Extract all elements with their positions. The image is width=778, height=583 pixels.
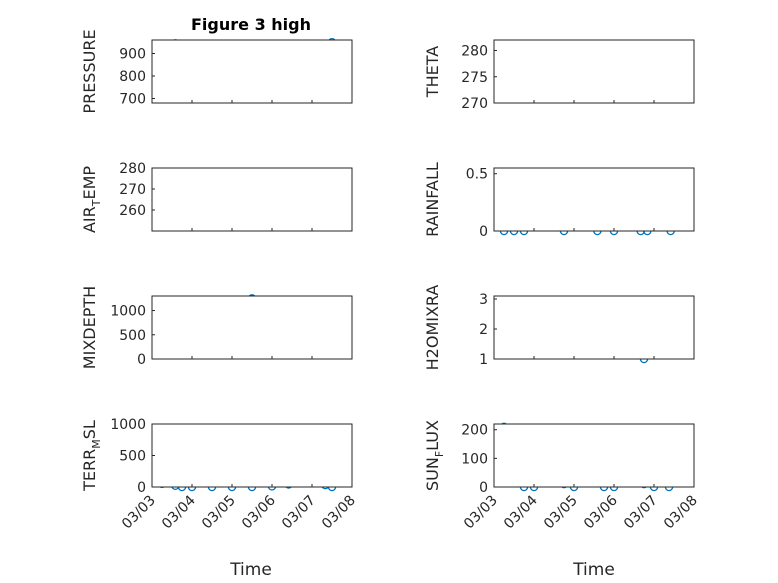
y-axis-label-rest: LUX [423, 420, 442, 451]
x-tick-label: 03/08 [661, 493, 701, 533]
panel-mixdepth: 0 500 1000 MIXDEPTH [80, 286, 353, 369]
y-tick-label: 700 [119, 92, 146, 108]
y-tick-label: 1 [479, 352, 488, 368]
y-tick-label: 0 [479, 224, 488, 240]
y-tick-label: 2 [479, 322, 488, 338]
panel-h2omixra: 1 2 3 H2OMIXRA [423, 285, 695, 371]
y-axis-label-rest: SL [80, 420, 99, 439]
y-axis-label-subscript: M [90, 439, 103, 449]
x-axis-label-right: Time [572, 560, 615, 580]
x-tick-label: 03/05 [541, 493, 581, 533]
y-axis-label-mixdepth: MIXDEPTH [80, 286, 99, 369]
axes-frame-rainfall [493, 167, 695, 232]
y-axis-label-subscript: F [433, 451, 446, 457]
panel-theta: 270 275 280 THETA [423, 39, 695, 112]
y-axis-label-main: SUN [423, 457, 442, 491]
x-tick-label: 03/04 [501, 492, 541, 532]
x-tick-label: 03/03 [461, 493, 501, 533]
axes-frame-h2omixra [493, 295, 695, 360]
panel-air_temp: 260 270 280 AIRTEMP [80, 161, 353, 233]
y-tick-label: 260 [119, 203, 146, 219]
y-axis-label-subscript: T [90, 199, 103, 207]
y-tick-label: 0.5 [466, 167, 488, 183]
axes-frame-terr_msl [151, 423, 353, 488]
axes-frame-theta [493, 39, 695, 104]
y-axis-label-rainfall: RAINFALL [423, 162, 442, 237]
y-axis-label-pressure: PRESSURE [80, 29, 99, 113]
y-tick-label: 3 [479, 292, 488, 308]
x-axis-label-left: Time [229, 560, 272, 580]
axes-frame-pressure [151, 39, 353, 104]
y-tick-label: 800 [119, 69, 146, 85]
y-axis-label-main: TERR [80, 449, 99, 492]
panel-rainfall: 0 0.5 RAINFALL [423, 162, 695, 240]
y-tick-label: 270 [461, 96, 488, 112]
panel-sun_flux: 0 100 200 03/03 03/04 03/05 03/06 03/07 03/08 SUN… [423, 420, 701, 532]
axes-frame-air_temp [151, 167, 353, 232]
figure-title: Figure 3 high [191, 15, 311, 34]
y-tick-label: 1000 [110, 417, 146, 433]
axes-frame-mixdepth [151, 295, 353, 360]
x-tick-label: 03/05 [199, 493, 239, 533]
y-tick-label: 200 [461, 423, 488, 439]
y-tick-label: 900 [119, 47, 146, 63]
x-tick-label: 03/03 [119, 493, 159, 533]
y-axis-label-air_temp: AIRTEMP [80, 166, 103, 233]
y-axis-label-theta: THETA [423, 46, 442, 98]
y-axis-label-terr_msl: TERRMSL [80, 420, 103, 492]
y-tick-label: 0 [137, 352, 146, 368]
y-tick-label: 100 [461, 451, 488, 467]
y-axis-label-rest: EMP [80, 166, 99, 200]
y-axis-label-h2omixra: H2OMIXRA [423, 285, 442, 371]
x-tick-label: 03/08 [319, 493, 359, 533]
y-tick-label: 280 [461, 44, 488, 60]
y-tick-label: 270 [119, 182, 146, 198]
x-tick-label: 03/07 [621, 493, 661, 533]
y-tick-label: 275 [461, 70, 488, 86]
y-tick-label: 500 [119, 328, 146, 344]
x-tick-label: 03/04 [159, 492, 199, 532]
x-tick-label: 03/06 [581, 492, 621, 532]
y-axis-label-main: AIR [80, 206, 99, 233]
x-tick-label: 03/06 [239, 492, 279, 532]
y-tick-label: 500 [119, 449, 146, 465]
y-tick-label: 280 [119, 161, 146, 177]
panel-pressure: 700 800 900 PRESSURE [80, 29, 353, 114]
axes-frame-sun_flux [493, 423, 695, 488]
y-tick-label: 0 [137, 480, 146, 496]
y-axis-label-sun_flux: SUNFLUX [423, 420, 446, 491]
panel-terr_msl: 0 500 1000 03/03 03/04 03/05 03/06 03/07 03/08 TE… [80, 417, 359, 532]
y-tick-label: 1000 [110, 304, 146, 320]
y-tick-label: 0 [479, 480, 488, 496]
x-tick-label: 03/07 [279, 493, 319, 533]
